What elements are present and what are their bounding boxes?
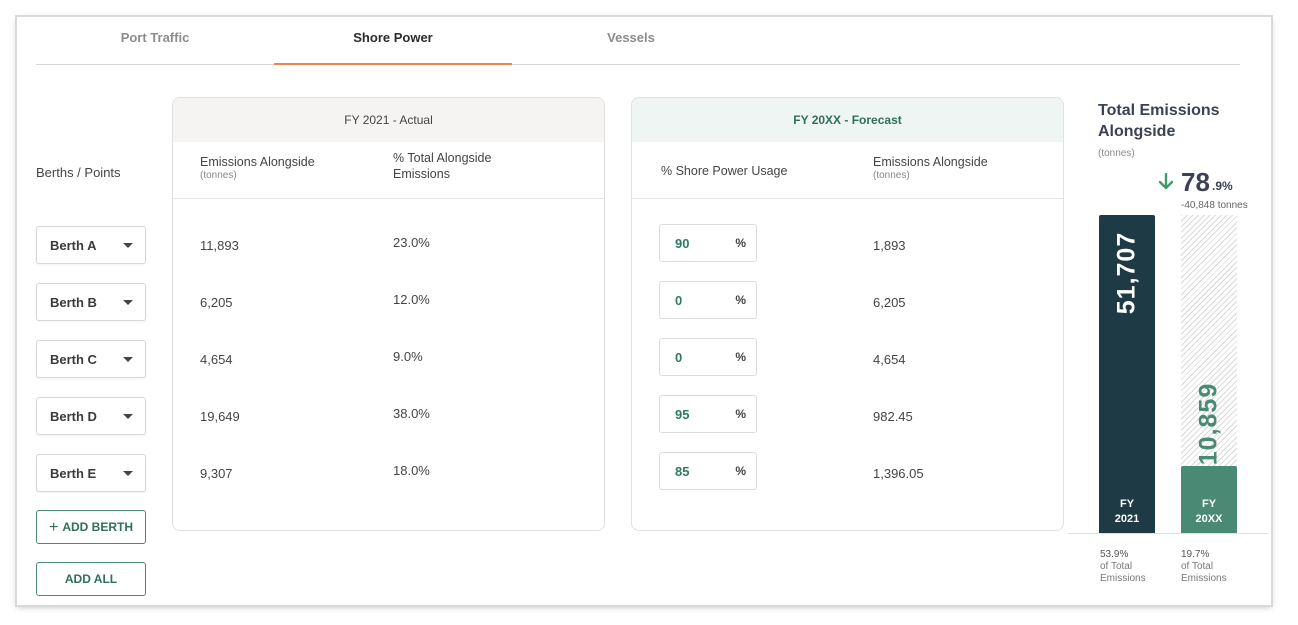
reduction-percent: 78 — [1181, 167, 1210, 197]
header-label: % Shore Power Usage — [661, 164, 788, 178]
actual-pct-header: % Total Alongside Emissions — [393, 150, 491, 182]
caret-down-icon — [123, 471, 133, 476]
actual-pct-b: 12.0% — [393, 292, 430, 307]
caret-down-icon — [123, 414, 133, 419]
shore-power-usage-input-b[interactable]: 0 % — [659, 281, 757, 319]
header-label: Emissions Alongside — [873, 155, 988, 169]
percent-unit: % — [735, 236, 746, 250]
bar-year-line2: 2021 — [1114, 513, 1140, 525]
bar-year-line2: 20XX — [1195, 513, 1223, 525]
berth-select-e[interactable]: Berth E — [36, 454, 146, 492]
usage-value: 95 — [675, 407, 690, 422]
foot-percent: 19.7% — [1181, 549, 1210, 560]
bar-year-label: FY 2021 — [1099, 497, 1155, 527]
header-label: Emissions Alongside — [200, 155, 315, 169]
caret-down-icon — [123, 300, 133, 305]
foot-line2: Emissions — [1100, 573, 1146, 584]
actual-pct-d: 38.0% — [393, 406, 430, 421]
actual-pct-e: 18.0% — [393, 463, 430, 478]
header-unit: (tonnes) — [200, 170, 237, 181]
summary-title: Total Emissions Alongside — [1098, 102, 1220, 140]
forecast-emissions-header: Emissions Alongside (tonnes) — [873, 154, 988, 182]
forecast-panel: FY 20XX - Forecast % Shore Power Usage E… — [631, 97, 1064, 531]
tab-bar: Port Traffic Shore Power Vessels — [36, 17, 1240, 65]
bar-fy20xx: 10,859 FY 20XX — [1181, 383, 1237, 533]
usage-value: 0 — [675, 293, 683, 308]
shore-power-usage-input-d[interactable]: 95 % — [659, 395, 757, 433]
percent-unit: % — [735, 407, 746, 421]
berth-select-d[interactable]: Berth D — [36, 397, 146, 435]
berth-label: Berth B — [50, 295, 97, 310]
percent-unit: % — [735, 464, 746, 478]
header-label-line2: Emissions — [393, 167, 450, 181]
header-unit: (tonnes) — [873, 170, 910, 181]
actual-pct-c: 9.0% — [393, 349, 423, 364]
shore-power-dashboard: Port Traffic Shore Power Vessels Berths … — [17, 17, 1271, 605]
header-label-line1: % Total Alongside — [393, 151, 492, 165]
actual-emissions-a: 11,893 — [200, 238, 239, 253]
add-all-button[interactable]: ADD ALL — [36, 562, 146, 596]
divider — [173, 198, 604, 199]
usage-value: 0 — [675, 350, 683, 365]
reduction-percent-decimal: .9% — [1212, 179, 1233, 193]
bar-year-line1: FY — [1119, 498, 1135, 510]
arrow-down-icon — [1158, 173, 1174, 190]
tab-port-traffic[interactable]: Port Traffic — [120, 30, 190, 45]
foot-percent: 53.9% — [1100, 549, 1129, 560]
chart-baseline — [1068, 533, 1268, 534]
caret-down-icon — [123, 357, 133, 362]
bar-fy2021: 51,707 FY 2021 — [1099, 215, 1155, 533]
usage-value: 85 — [675, 464, 690, 479]
bar-year-line1: FY — [1201, 498, 1217, 510]
forecast-usage-header: % Shore Power Usage — [661, 163, 787, 179]
foot-line1: of Total — [1100, 561, 1133, 572]
bar-value-label: 10,859 — [1194, 382, 1223, 466]
shore-power-usage-input-c[interactable]: 0 % — [659, 338, 757, 376]
tab-vessels[interactable]: Vessels — [607, 30, 655, 45]
actual-panel-title: FY 2021 - Actual — [173, 98, 604, 142]
shore-power-usage-input-a[interactable]: 90 % — [659, 224, 757, 262]
plus-icon: + — [48, 519, 59, 536]
usage-value: 90 — [675, 236, 690, 251]
reduction-hatch — [1181, 215, 1237, 466]
add-berth-button[interactable]: + ADD BERTH — [36, 510, 146, 544]
actual-emissions-header: Emissions Alongside (tonnes) — [200, 154, 315, 182]
forecast-emissions-d: 982.45 — [873, 409, 913, 424]
shore-power-usage-input-e[interactable]: 85 % — [659, 452, 757, 490]
add-berth-label: ADD BERTH — [62, 520, 133, 534]
berth-label: Berth C — [50, 352, 97, 367]
bar-foot-fy2021: 53.9% of Total Emissions — [1100, 549, 1146, 585]
berth-label: Berth D — [50, 409, 97, 424]
forecast-emissions-b: 6,205 — [873, 295, 906, 310]
actual-emissions-e: 9,307 — [200, 466, 233, 481]
forecast-emissions-c: 4,654 — [873, 352, 906, 367]
foot-line1: of Total — [1181, 561, 1214, 572]
emissions-bar-chart: 51,707 FY 2021 10,859 FY 20XX — [1099, 215, 1237, 533]
foot-line2: Emissions — [1181, 573, 1227, 584]
berth-label: Berth A — [50, 238, 97, 253]
summary-unit: (tonnes) — [1098, 148, 1135, 159]
divider — [632, 198, 1063, 199]
actual-pct-a: 23.0% — [393, 235, 430, 250]
bar-year-label: FY 20XX — [1181, 497, 1237, 527]
percent-unit: % — [735, 350, 746, 364]
reduction-tonnes: -40,848 tonnes — [1181, 200, 1248, 211]
berth-select-c[interactable]: Berth C — [36, 340, 146, 378]
berth-select-a[interactable]: Berth A — [36, 226, 146, 264]
forecast-emissions-e: 1,396.05 — [873, 466, 924, 481]
bar-value-label: 51,707 — [1112, 231, 1141, 315]
percent-unit: % — [735, 293, 746, 307]
actual-emissions-c: 4,654 — [200, 352, 233, 367]
actual-emissions-b: 6,205 — [200, 295, 233, 310]
berths-header: Berths / Points — [36, 165, 121, 180]
forecast-panel-title: FY 20XX - Forecast — [632, 98, 1063, 142]
bar-foot-fy20xx: 19.7% of Total Emissions — [1181, 549, 1227, 585]
caret-down-icon — [123, 243, 133, 248]
berth-label: Berth E — [50, 466, 97, 481]
forecast-emissions-a: 1,893 — [873, 238, 906, 253]
actual-panel: FY 2021 - Actual Emissions Alongside (to… — [172, 97, 605, 531]
berth-select-b[interactable]: Berth B — [36, 283, 146, 321]
actual-emissions-d: 19,649 — [200, 409, 240, 424]
tab-shore-power[interactable]: Shore Power — [274, 17, 512, 65]
